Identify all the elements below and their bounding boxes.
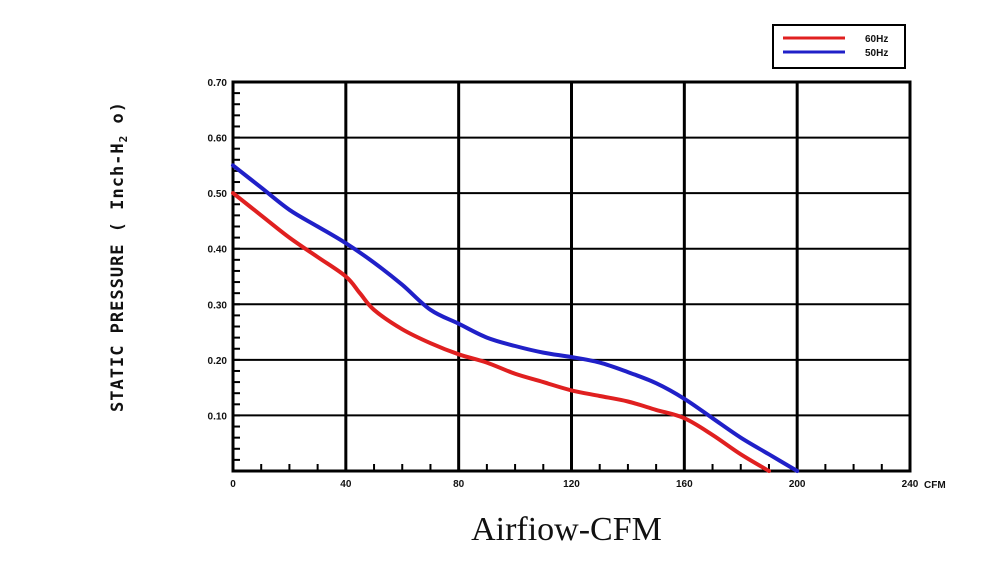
grid <box>233 82 910 471</box>
plot-frame <box>231 80 912 473</box>
x-tick-label: 200 <box>789 479 806 490</box>
x-tick-label: 120 <box>563 479 580 490</box>
y-tick-label: 0.40 <box>208 245 228 256</box>
y-axis-title-end: o) <box>108 101 128 135</box>
x-tick-label: 80 <box>453 479 465 490</box>
plot-border <box>231 80 912 473</box>
y-tick-label: 0.50 <box>208 189 228 200</box>
x-axis-unit: CFM <box>924 480 946 491</box>
series-layer <box>231 163 800 473</box>
x-axis-title: Airfiow-CFM <box>471 511 662 548</box>
legend-box <box>772 24 906 69</box>
y-tick-label: 0.70 <box>208 78 228 89</box>
y-tick-label: 0.20 <box>208 356 228 367</box>
y-axis-title-subscript: 2 <box>117 135 130 143</box>
x-tick-label: 240 <box>902 479 919 490</box>
legend: 60Hz 50Hz <box>772 24 906 69</box>
x-tick-labels: 0 40 80 120 160 200 240 <box>230 479 919 490</box>
x-tick-label: 40 <box>340 479 352 490</box>
x-tick-label: 0 <box>230 479 236 490</box>
legend-label-50hz: 50Hz <box>865 48 888 59</box>
y-tick-label: 0.10 <box>208 411 228 422</box>
legend-label-60hz: 60Hz <box>865 34 888 45</box>
x-tick-label: 160 <box>676 479 693 490</box>
series-line-60hz <box>231 191 771 473</box>
series-line-50hz <box>231 163 800 473</box>
y-tick-label: 0.30 <box>208 300 228 311</box>
y-tick-label: 0.60 <box>208 134 228 145</box>
y-axis-title: STATIC PRESSURE ( Inch-H2 o) <box>108 101 130 412</box>
y-tick-labels: 0.10 0.20 0.30 0.40 0.50 0.60 0.70 <box>208 78 228 422</box>
y-axis-title-main: STATIC PRESSURE ( Inch-H <box>108 142 128 412</box>
